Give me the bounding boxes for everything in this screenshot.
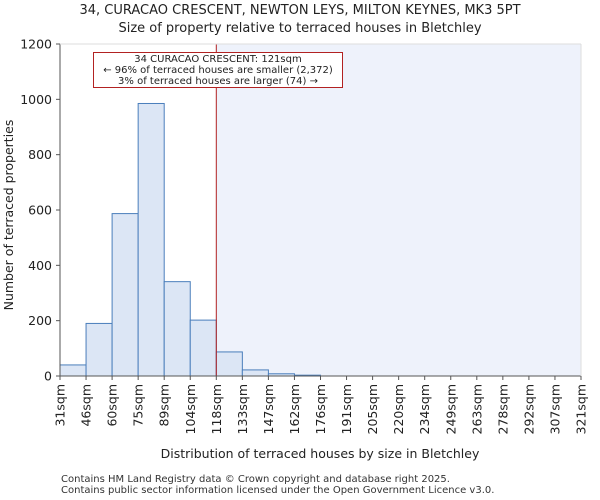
y-tick-label-1200: 1200 xyxy=(20,37,52,52)
x-tick-label-191sqm: 191sqm xyxy=(339,384,354,434)
y-tick-label-0: 0 xyxy=(44,369,52,384)
y-tick-label-400: 400 xyxy=(28,258,52,273)
x-tick-label-75sqm: 75sqm xyxy=(131,384,146,427)
x-tick-label-220sqm: 220sqm xyxy=(391,384,406,434)
bar-118sqm xyxy=(215,351,243,377)
bar-133sqm xyxy=(241,369,269,377)
x-ticks-group: 31sqm 46sqm 60sqm 75sqm 89sqm 104sqm 118sqm 133… xyxy=(53,376,589,434)
x-tick-label-89sqm: 89sqm xyxy=(157,384,172,427)
chart-title: 34, CURACAO CRESCENT, NEWTON LEYS, MILTO… xyxy=(79,3,521,18)
annotation-line-2: ← 96% of terraced houses are smaller (2,… xyxy=(103,65,333,76)
x-axis-label: Distribution of terraced houses by size … xyxy=(161,446,480,461)
bar-46sqm xyxy=(85,322,113,377)
x-tick-label-278sqm: 278sqm xyxy=(495,384,510,434)
y-tick-label-600: 600 xyxy=(28,203,52,218)
x-tick-label-31sqm: 31sqm xyxy=(53,384,68,427)
x-tick-label-104sqm: 104sqm xyxy=(183,384,198,434)
x-tick-label-249sqm: 249sqm xyxy=(443,384,458,434)
x-tick-label-162sqm: 162sqm xyxy=(287,384,302,434)
bar-89sqm xyxy=(163,281,191,377)
highlight-region xyxy=(216,44,582,376)
annotation-line-3: 3% of terraced houses are larger (74) → xyxy=(118,76,318,87)
chart-subtitle: Size of property relative to terraced ho… xyxy=(118,21,482,36)
x-tick-label-292sqm: 292sqm xyxy=(521,384,536,434)
x-tick-label-321sqm: 321sqm xyxy=(574,384,589,434)
y-ticks-group: 0 200 400 600 800 1000 1200 xyxy=(20,37,60,384)
bar-31sqm xyxy=(59,364,87,377)
footer-line-1: Contains HM Land Registry data © Crown c… xyxy=(61,474,450,485)
x-tick-label-176sqm: 176sqm xyxy=(313,384,328,434)
x-tick-label-133sqm: 133sqm xyxy=(235,384,250,434)
y-tick-label-800: 800 xyxy=(28,147,52,162)
bars-group xyxy=(59,102,322,377)
y-tick-label-200: 200 xyxy=(28,313,52,328)
y-axis-label: Number of terraced properties xyxy=(1,120,16,311)
x-tick-label-147sqm: 147sqm xyxy=(261,384,276,434)
x-tick-label-205sqm: 205sqm xyxy=(365,384,380,434)
bar-75sqm xyxy=(137,102,165,377)
x-tick-label-263sqm: 263sqm xyxy=(469,384,484,434)
bar-60sqm xyxy=(111,213,139,377)
footer-line-2: Contains public sector information licen… xyxy=(61,485,495,496)
x-tick-label-46sqm: 46sqm xyxy=(79,384,94,427)
annotation-box: 34 CURACAO CRESCENT: 121sqm ← 96% of ter… xyxy=(93,52,343,88)
bar-104sqm xyxy=(189,319,217,377)
x-tick-label-307sqm: 307sqm xyxy=(547,384,562,434)
annotation-line-1: 34 CURACAO CRESCENT: 121sqm xyxy=(134,54,302,65)
x-tick-label-60sqm: 60sqm xyxy=(105,384,120,427)
x-tick-label-234sqm: 234sqm xyxy=(417,384,432,434)
y-tick-label-1000: 1000 xyxy=(20,92,52,107)
x-tick-label-118sqm: 118sqm xyxy=(209,384,224,434)
